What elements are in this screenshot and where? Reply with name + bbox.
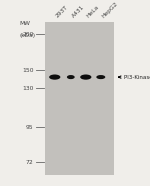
Ellipse shape: [80, 74, 92, 80]
Text: 130: 130: [22, 86, 34, 91]
Text: 150: 150: [22, 68, 34, 73]
Text: PI3-Kinase p150: PI3-Kinase p150: [124, 75, 150, 80]
Ellipse shape: [49, 74, 60, 80]
Text: 293T: 293T: [55, 4, 69, 19]
Text: 200: 200: [22, 32, 34, 37]
Text: 72: 72: [26, 160, 34, 165]
FancyBboxPatch shape: [45, 22, 114, 175]
Ellipse shape: [96, 75, 105, 79]
Text: HeLa: HeLa: [86, 4, 100, 19]
Text: (kDa): (kDa): [20, 33, 36, 39]
Text: MW: MW: [20, 21, 30, 26]
Ellipse shape: [67, 75, 75, 79]
Text: 95: 95: [26, 125, 34, 130]
Text: A431: A431: [71, 4, 85, 19]
Text: HepG2: HepG2: [101, 1, 119, 19]
